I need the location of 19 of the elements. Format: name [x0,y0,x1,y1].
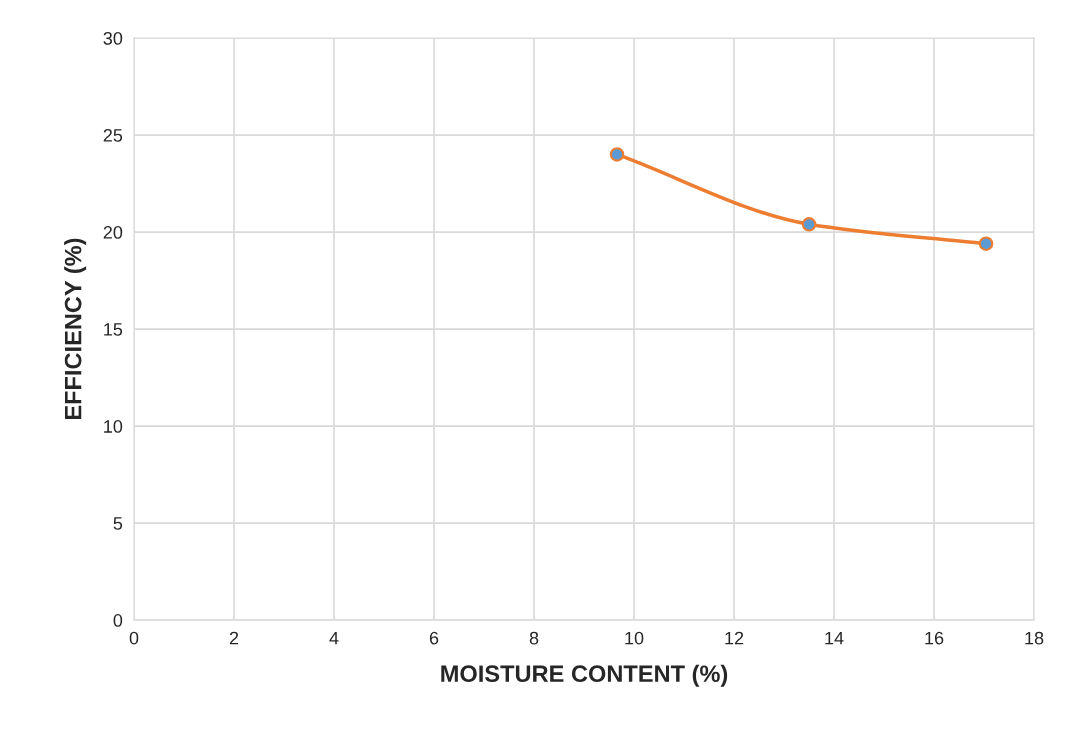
y-tick-label: 5 [113,517,123,530]
x-tick-label: 18 [1025,631,1044,645]
y-tick-label: 15 [104,323,123,336]
x-tick-label: 6 [429,631,439,645]
x-tick-label: 0 [129,631,139,645]
x-axis-title: MOISTURE CONTENT (%) [441,664,728,687]
y-tick-label: 25 [103,128,123,142]
y-tick-label: 0 [113,614,123,627]
x-tick-label: 10 [625,631,644,645]
x-tick-label: 16 [925,631,944,645]
x-tick-label: 2 [229,631,239,645]
x-tick-label: 14 [825,631,844,645]
y-tick-label: 20 [103,226,123,239]
y-tick-label: 30 [103,31,123,45]
x-tick-label: 12 [725,631,744,645]
x-tick-label: 4 [329,631,339,645]
x-tick-label: 8 [529,631,539,645]
y-axis-title: EFFICIENCY (%) [64,238,87,420]
y-tick-label: 10 [104,420,123,433]
